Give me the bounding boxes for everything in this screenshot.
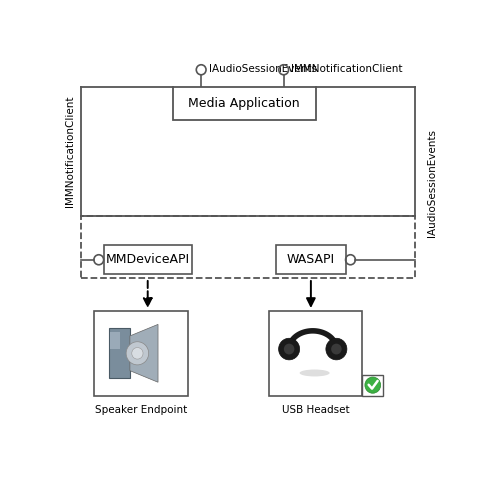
Bar — [276, 245, 346, 274]
Bar — [81, 216, 415, 278]
Text: IAudioSessionEvents: IAudioSessionEvents — [209, 64, 317, 74]
Bar — [94, 311, 188, 396]
Ellipse shape — [300, 370, 330, 376]
Bar — [109, 328, 130, 378]
Circle shape — [126, 342, 149, 365]
Circle shape — [279, 338, 300, 360]
Text: IMMNotificationClient: IMMNotificationClient — [65, 96, 75, 207]
Bar — [363, 375, 383, 396]
Bar — [173, 87, 316, 120]
Circle shape — [132, 348, 143, 359]
Text: Speaker Endpoint: Speaker Endpoint — [95, 405, 187, 415]
Bar — [104, 245, 192, 274]
Text: MMDeviceAPI: MMDeviceAPI — [106, 254, 190, 266]
Circle shape — [331, 344, 342, 355]
Circle shape — [365, 377, 380, 393]
Text: IAudioSessionEvents: IAudioSessionEvents — [427, 129, 437, 236]
Bar — [269, 311, 363, 396]
Circle shape — [284, 344, 294, 355]
Text: WASAPI: WASAPI — [287, 254, 335, 266]
Text: IMMNotificationClient: IMMNotificationClient — [291, 64, 403, 74]
Polygon shape — [130, 324, 158, 382]
Text: USB Headset: USB Headset — [282, 405, 349, 415]
Circle shape — [326, 338, 347, 360]
Text: Media Application: Media Application — [188, 97, 300, 110]
Bar — [110, 332, 120, 350]
